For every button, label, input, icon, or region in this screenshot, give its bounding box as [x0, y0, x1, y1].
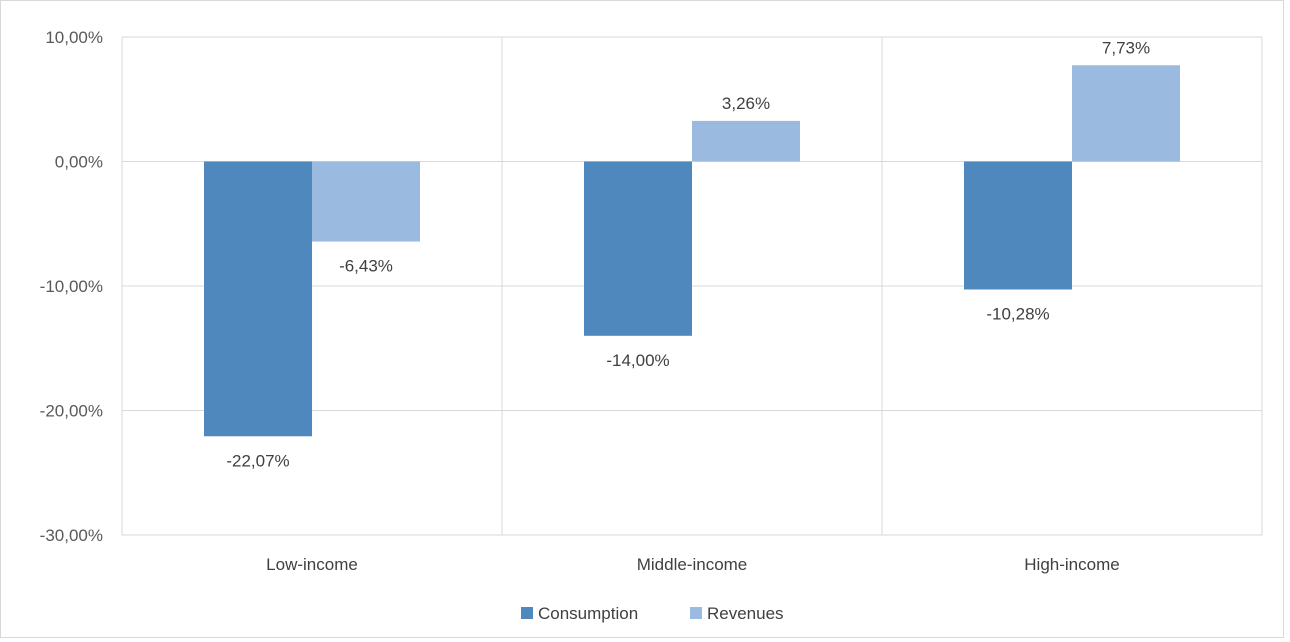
data-labels: -22,07% -6,43% -14,00% 3,26% -10,28% 7,73% [226, 38, 1150, 470]
legend-swatch-revenues [690, 607, 702, 619]
data-label: -22,07% [226, 451, 289, 470]
y-tick-label: -10,00% [40, 277, 103, 296]
y-tick-label: -30,00% [40, 526, 103, 545]
data-label: 3,26% [722, 94, 770, 113]
bar-revenues-high-income [1072, 65, 1180, 162]
data-label: 7,73% [1102, 38, 1150, 57]
legend-swatch-consumption [521, 607, 533, 619]
bar-consumption-middle-income [584, 161, 692, 336]
category-label: Low-income [266, 555, 358, 574]
bar-revenues-low-income [312, 161, 420, 242]
y-axis-ticks: 10,00% 0,00% -10,00% -20,00% -30,00% [40, 28, 103, 545]
data-label: -6,43% [339, 257, 393, 276]
legend-label-consumption: Consumption [538, 604, 638, 623]
y-tick-label: -20,00% [40, 402, 103, 421]
bars [204, 65, 1180, 437]
category-label: Middle-income [637, 555, 748, 574]
bar-consumption-high-income [964, 161, 1072, 290]
category-label: High-income [1024, 555, 1119, 574]
category-labels: Low-income Middle-income High-income [266, 555, 1120, 574]
legend-label-revenues: Revenues [707, 604, 784, 623]
bar-revenues-middle-income [692, 120, 800, 162]
legend: Consumption Revenues [521, 604, 784, 623]
data-label: -10,28% [986, 304, 1049, 323]
bar-consumption-low-income [204, 161, 312, 437]
data-label: -14,00% [606, 351, 669, 370]
y-tick-label: 0,00% [55, 153, 103, 172]
y-tick-label: 10,00% [45, 28, 103, 47]
